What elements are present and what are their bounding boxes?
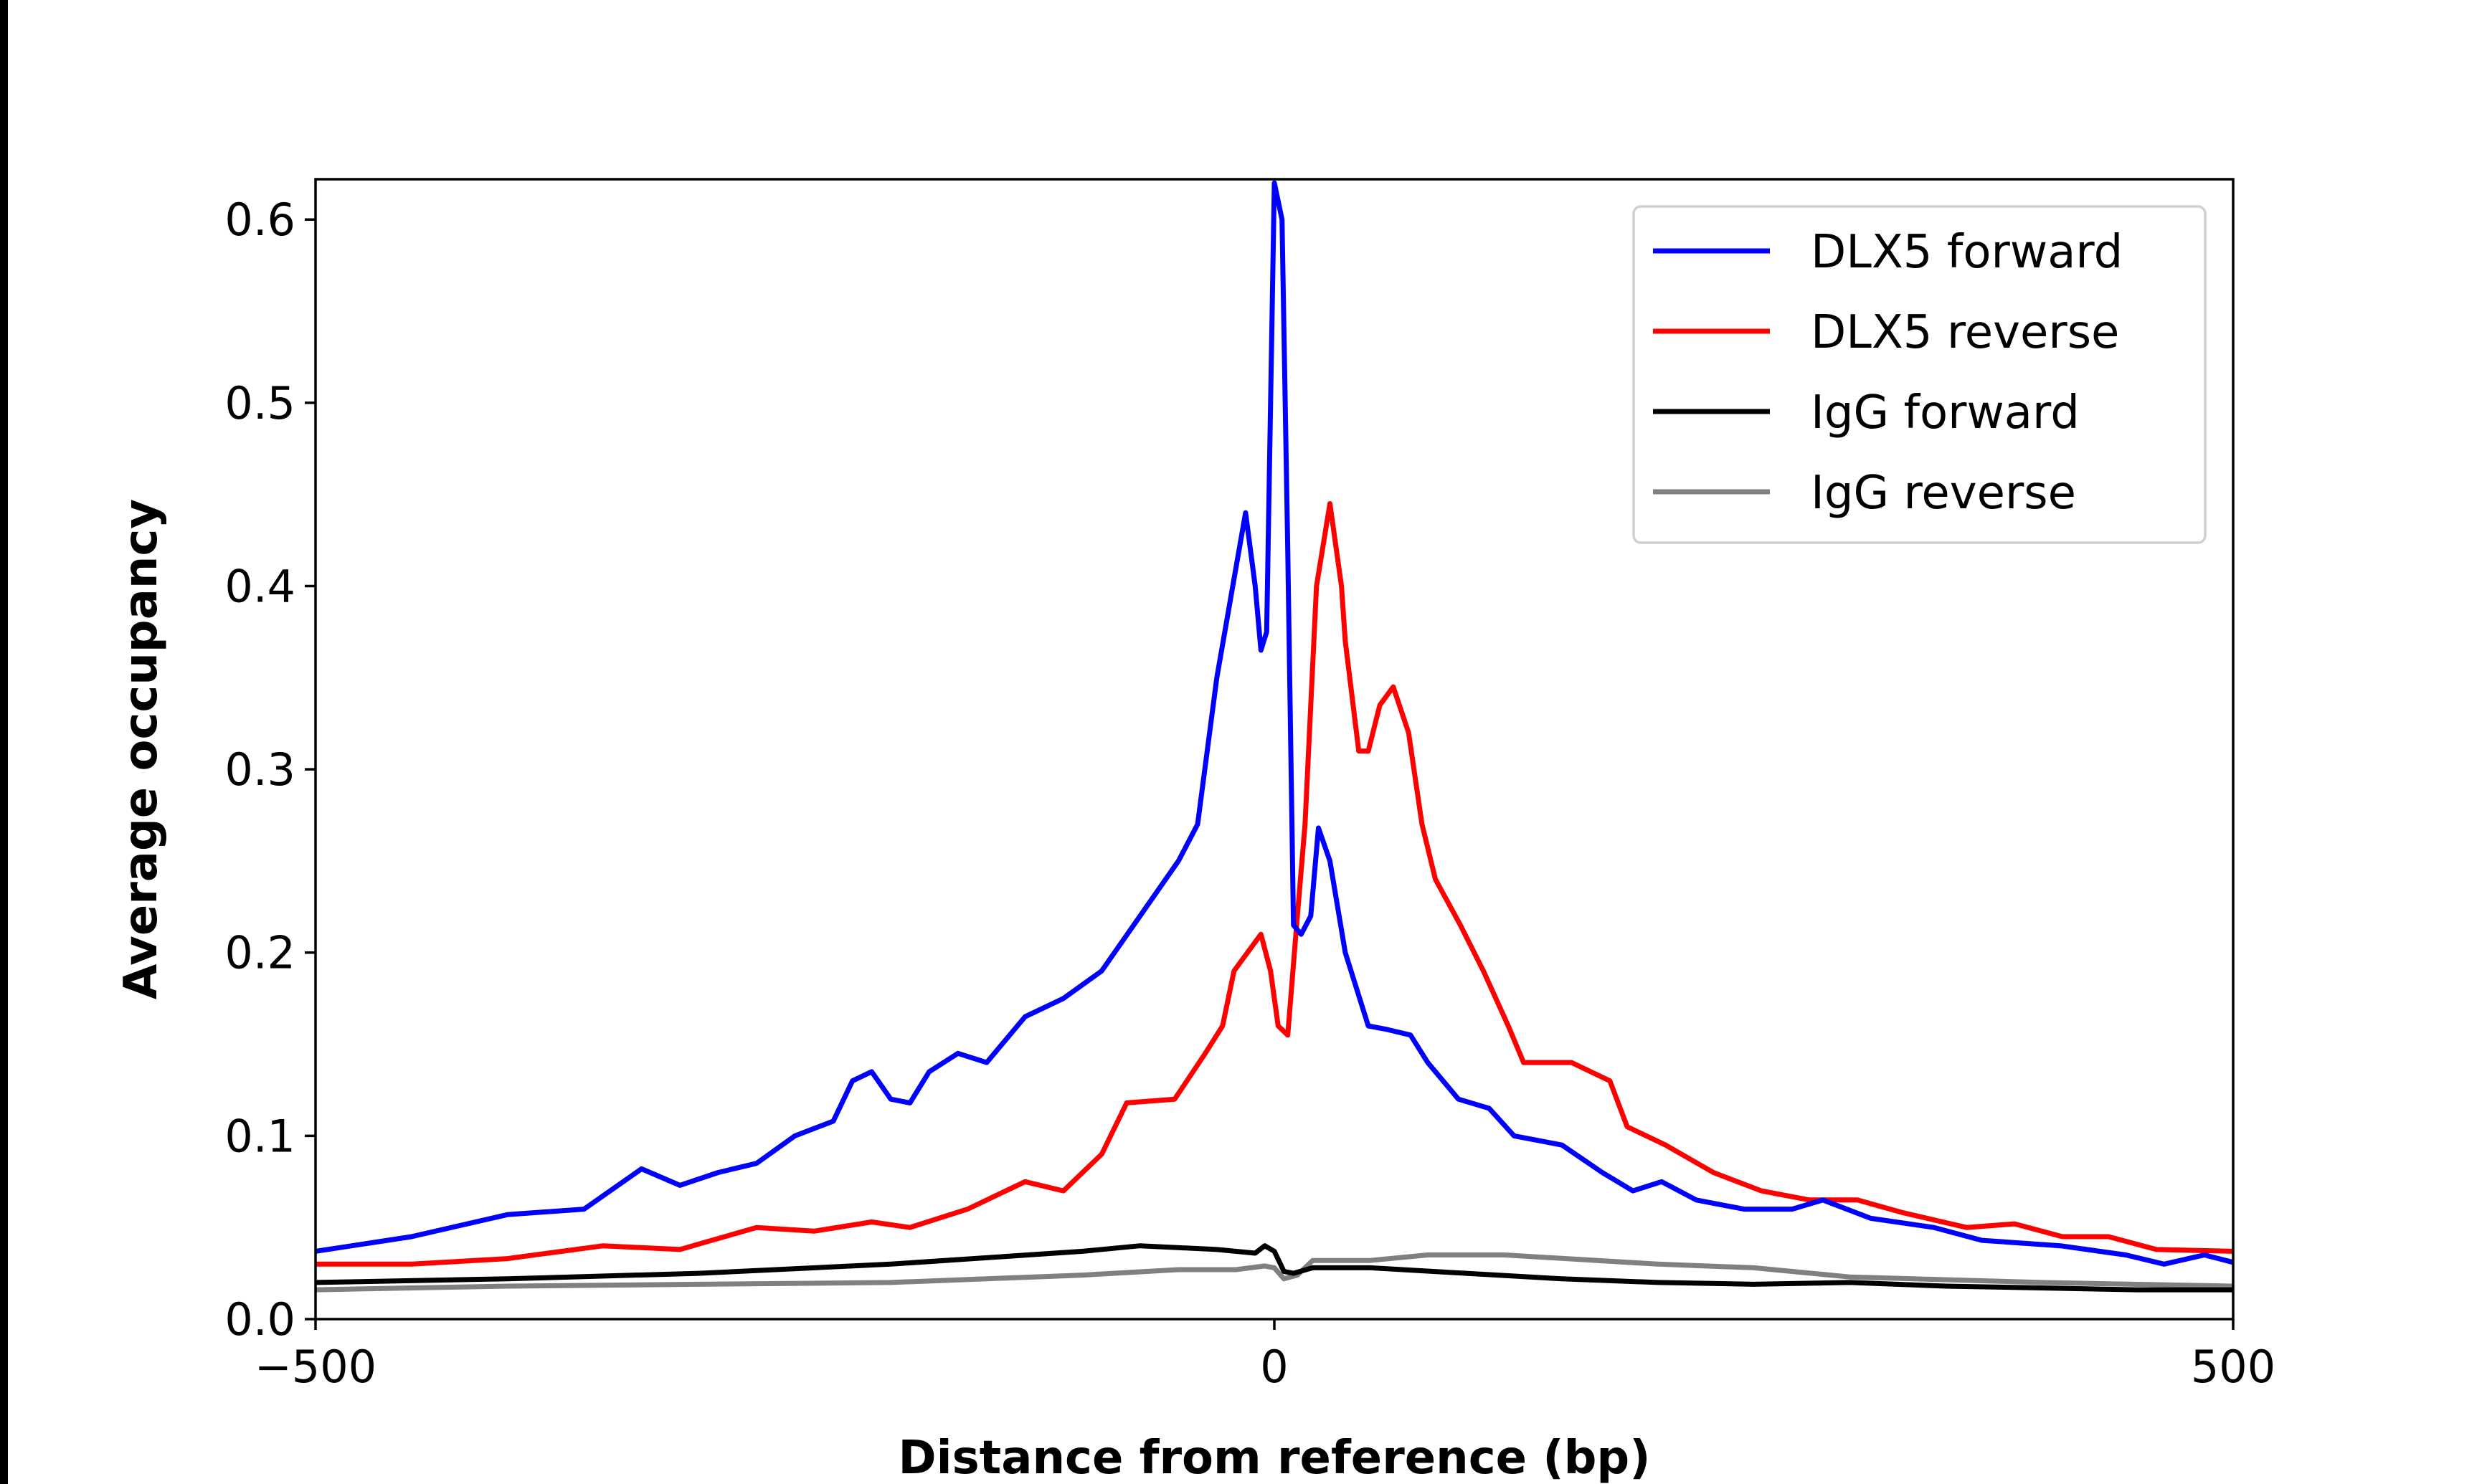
series-line-dlx5-reverse [316,501,2234,1267]
series-line-igg-forward [315,1243,2233,1293]
legend: DLX5 forward DLX5 reverse IgG forward IgG r… [1632,205,2207,544]
y-tick-label: 0.5 [224,377,295,429]
legend-label: IgG reverse [1811,467,2076,520]
legend-label: DLX5 reverse [1811,306,2119,359]
legend-box [1632,205,2207,544]
series-line-dlx5-forward [315,180,2234,1267]
x-axis-label: Distance from reference (bp) [899,1432,1651,1484]
y-tick-label: 0.4 [224,560,295,612]
y-tick-label: 0.3 [224,743,295,796]
y-tick-label: 0.6 [224,194,295,246]
legend-label: DLX5 forward [1811,226,2123,279]
left-border [0,0,8,1484]
y-tick-label: 0.2 [224,927,295,979]
y-tick-label: 0.0 [224,1293,295,1346]
x-tick-label: −500 [255,1341,376,1393]
y-tick-label: 0.1 [224,1110,295,1162]
series-line-igg-reverse [315,1252,2234,1293]
y-axis-label: Average occupancy [115,499,168,999]
x-tick-label: 500 [2191,1341,2275,1393]
legend-label: IgG forward [1811,386,2080,439]
x-tick-label: 0 [1260,1341,1288,1393]
